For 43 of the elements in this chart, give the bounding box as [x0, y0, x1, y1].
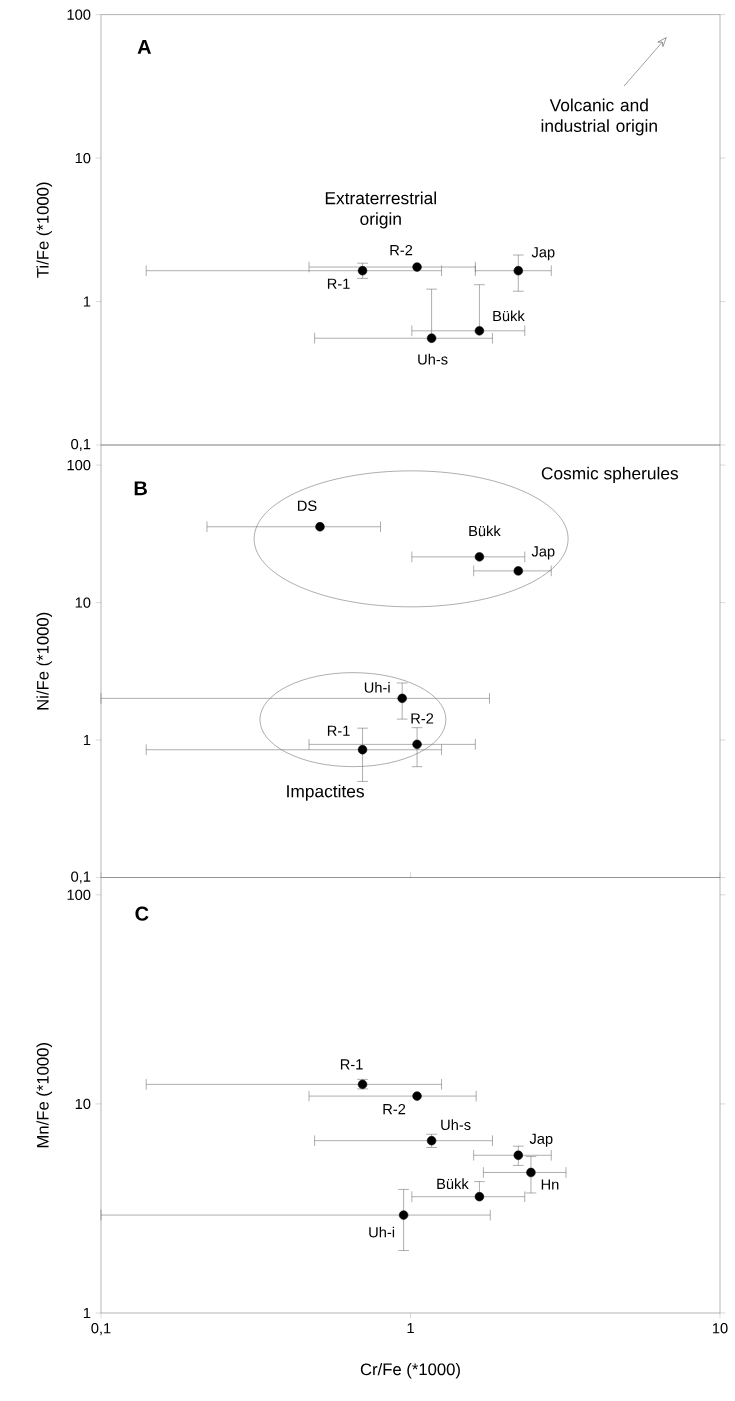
- y-axis-title: Ti/Fe (*1000): [36, 182, 52, 278]
- series-label: R-2: [390, 244, 413, 256]
- series-label: Uh-i: [364, 681, 390, 693]
- series-label: Jap: [529, 1133, 553, 1147]
- y-tick-label: 1: [83, 1307, 91, 1319]
- annotation: Impactites: [287, 784, 364, 801]
- annotation: C: [135, 906, 149, 921]
- series-label: R-1: [340, 1059, 363, 1070]
- series-label: Bükk: [493, 310, 525, 322]
- y-axis-title: Ni/Fe (*1000): [36, 612, 52, 710]
- series-label: Uh-i: [369, 1226, 395, 1238]
- series-label: DS: [298, 500, 317, 511]
- x-tick-label: 10: [712, 1323, 728, 1334]
- annotation: Cosmic spherules: [541, 466, 679, 483]
- series-label: Jap: [531, 247, 555, 261]
- y-tick-label: 1: [83, 735, 91, 746]
- x-tick-label: 1: [407, 1323, 414, 1334]
- y-tick-label: 1: [83, 296, 91, 307]
- series-label: R-1: [327, 725, 350, 736]
- series-label: Hn: [541, 1179, 559, 1190]
- series-label: R-2: [411, 713, 434, 724]
- annotation: Volcanic and industrial origin: [541, 98, 657, 136]
- y-tick-label: 10: [75, 152, 91, 164]
- x-axis-title: Cr/Fe (*1000): [360, 1362, 460, 1379]
- x-tick-label: 0,1: [91, 1323, 111, 1336]
- series-label: Jap: [531, 546, 555, 560]
- series-label: Bükk: [469, 525, 501, 537]
- series-label: Uh-s: [441, 1119, 471, 1131]
- y-axis-title: Mn/Fe (*1000): [36, 1043, 52, 1148]
- series-label: R-1: [327, 278, 350, 289]
- y-tick-label: 100: [67, 889, 91, 901]
- annotation: A: [137, 40, 152, 54]
- y-tick-label: 100: [67, 459, 91, 471]
- y-tick-label: 10: [75, 1098, 91, 1110]
- series-label: R-2: [383, 1103, 406, 1115]
- y-tick-label: 0,1: [71, 871, 91, 884]
- annotation: B: [134, 481, 147, 496]
- y-tick-label: 10: [75, 597, 91, 608]
- series-label: Bükk: [437, 1178, 469, 1190]
- series-label: Uh-s: [418, 353, 448, 365]
- y-tick-label: 0,1: [71, 438, 91, 452]
- annotation: Extraterrestrial origin: [325, 191, 436, 229]
- y-tick-label: 100: [67, 9, 91, 20]
